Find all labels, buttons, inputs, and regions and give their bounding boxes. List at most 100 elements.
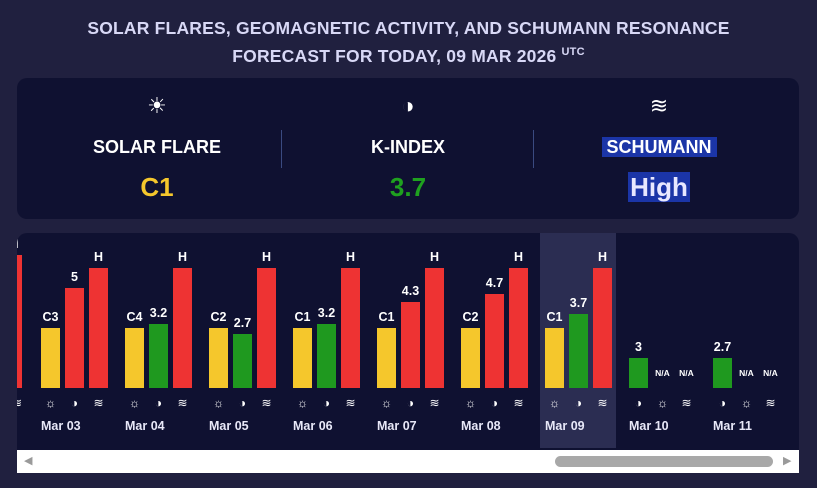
magnet-icon: ◑ (401, 93, 415, 118)
sun-icon: ☼ (297, 396, 308, 410)
wave-icon: ≋ (513, 396, 524, 410)
schumann-summary: ≋ SCHUMANN High (529, 78, 789, 219)
schumann-bar (425, 268, 444, 388)
wave-icon: ≋ (17, 395, 25, 411)
schumann-bar (593, 268, 612, 388)
sun-icon: ☼ (657, 396, 668, 410)
flare-label: C1 (294, 310, 311, 324)
wave-icon: ≋ (177, 396, 188, 410)
flare-bar (41, 328, 60, 388)
solar-flare-label: SOLAR FLARE (93, 137, 221, 157)
utc-label: UTC (561, 46, 585, 58)
magnet-icon: ◑ (154, 396, 163, 410)
flare-bar (545, 328, 564, 388)
k-index-label: 3.2 (149, 306, 168, 320)
wave-icon: ≋ (597, 396, 608, 410)
schumann-label: H (261, 250, 272, 264)
magnet-icon: ◑ (574, 396, 583, 410)
schumann-label: H (345, 250, 356, 264)
schumann-value: High (628, 172, 690, 202)
k-index-bar (317, 324, 336, 388)
schumann-bar (257, 268, 276, 388)
magnet-icon: ◑ (238, 396, 247, 410)
k-index-value: 3.7 (389, 172, 427, 202)
title-line-2: FORECAST FOR TODAY, 09 MAR 2026 UTC (232, 46, 585, 66)
k-index-label: 2.7 (713, 340, 732, 354)
k-index-bar (629, 358, 648, 388)
flare-na-label: N/A (655, 368, 670, 378)
k-index-label: 2.7 (233, 316, 252, 330)
schumann-label: H (17, 237, 29, 251)
k-index-bar (149, 324, 168, 388)
k-index-bar (569, 314, 588, 388)
wave-icon: ≋ (681, 396, 692, 410)
date-label: Mar 08 (461, 419, 501, 433)
magnet-icon: ◑ (322, 396, 331, 410)
flare-label: C1 (378, 310, 395, 324)
wave-icon: ≋ (345, 396, 356, 410)
scroll-left-arrow-icon[interactable]: ◀ (24, 455, 33, 467)
horizontal-scrollbar[interactable]: ◀ ▶ (17, 450, 799, 473)
k-index-label: 3.2 (317, 306, 336, 320)
sun-icon: ☼ (129, 396, 140, 410)
flare-na-label: N/A (739, 368, 754, 378)
schumann-label: H (177, 250, 188, 264)
date-label: Mar 05 (209, 419, 249, 433)
magnet-icon: ◑ (70, 396, 79, 410)
wave-icon: ≋ (429, 396, 440, 410)
flare-bar (461, 328, 480, 388)
magnet-icon: ◑ (406, 396, 415, 410)
flare-label: C2 (462, 310, 479, 324)
schumann-bar (89, 268, 108, 388)
k-index-label: 4.7 (485, 276, 504, 290)
schumann-label: H (597, 250, 608, 264)
sun-icon: ☼ (381, 396, 392, 410)
schumann-bar (509, 268, 528, 388)
date-label: Mar 11 (713, 419, 752, 433)
scrollbar-thumb[interactable] (555, 456, 773, 467)
k-index-bar (485, 294, 504, 388)
magnet-icon: ◑ (490, 396, 499, 410)
sun-icon: ☼ (741, 396, 752, 410)
sun-icon: ☀ (147, 93, 167, 118)
schumann-label: H (429, 250, 440, 264)
k-index-label: K-INDEX (370, 137, 445, 157)
wave-icon: ≋ (93, 396, 104, 410)
k-index-label: 5 (71, 270, 78, 284)
scroll-right-arrow-icon[interactable]: ▶ (783, 455, 792, 467)
divider (281, 130, 282, 168)
date-label: Mar 04 (125, 419, 165, 433)
schumann-label: H (93, 250, 104, 264)
k-index-label: 4.3 (401, 284, 420, 298)
solar-flare-value: C1 (140, 172, 174, 202)
flare-bar (293, 328, 312, 388)
schumann-label: H (513, 250, 524, 264)
flare-label: C4 (126, 310, 143, 324)
sun-icon: ☼ (213, 396, 224, 410)
date-label: Mar 10 (629, 419, 669, 433)
magnet-icon: ◑ (634, 396, 643, 410)
flare-bar (377, 328, 396, 388)
date-label: Mar 09 (545, 419, 585, 433)
schumann-bar (341, 268, 360, 388)
k-index-summary: ◑ K-INDEX 3.7 (278, 78, 538, 219)
flare-label: C1 (546, 310, 563, 324)
history-forecast-chart[interactable]: H ≋ C3 5 H ☼ ◑ ≋ Mar 03 C4 3.2 H ☼ ◑ ≋ Mar 04 C2 2.7 H ☼ ◑ ≋ M… (17, 233, 799, 473)
solar-flare-summary: ☀ SOLAR FLARE C1 (27, 78, 287, 219)
sun-icon: ☼ (465, 396, 476, 410)
k-index-bar (713, 358, 732, 388)
divider (533, 130, 534, 168)
schumann-na-label: N/A (679, 368, 694, 378)
wave-icon: ≋ (765, 396, 776, 410)
schumann-bar (173, 268, 192, 388)
schumann-bar (17, 255, 22, 388)
flare-bar (125, 328, 144, 388)
schumann-label: SCHUMANN (529, 136, 789, 158)
date-label: Mar 06 (293, 419, 333, 433)
k-index-label: 3 (635, 340, 642, 354)
k-index-bar (233, 334, 252, 388)
k-index-bar (65, 288, 84, 388)
title-line-1: SOLAR FLARES, GEOMAGNETIC ACTIVITY, AND … (87, 18, 730, 38)
wave-icon: ≋ (649, 93, 669, 118)
wave-icon: ≋ (261, 396, 272, 410)
